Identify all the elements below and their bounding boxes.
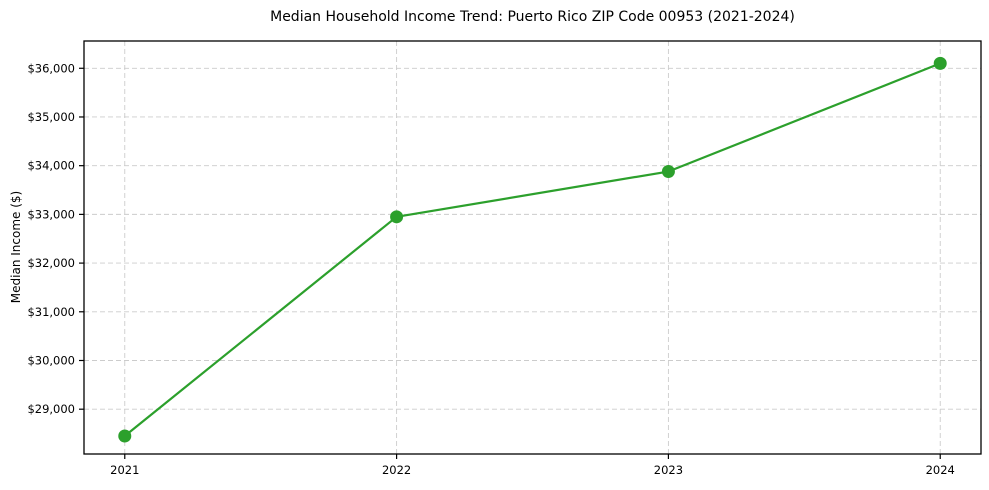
y-tick-label: $30,000 [27,353,75,367]
chart-title: Median Household Income Trend: Puerto Ri… [270,9,795,25]
x-tick-label: 2022 [382,463,411,477]
y-tick-label: $33,000 [27,207,75,221]
y-tick-label: $34,000 [27,159,75,173]
x-tick-label: 2023 [654,463,683,477]
x-tick-label: 2024 [926,463,955,477]
y-tick-label: $35,000 [27,110,75,124]
data-point-2021 [118,429,132,443]
y-tick-label: $32,000 [27,256,75,270]
data-point-2023 [661,165,675,179]
x-tick-label: 2021 [110,463,139,477]
y-tick-label: $29,000 [27,402,75,416]
y-tick-label: $31,000 [27,305,75,319]
trend-line [123,62,942,438]
y-tick-label: $36,000 [27,61,75,75]
data-point-2024 [933,56,947,70]
plot-border [83,40,982,455]
data-point-2022 [390,210,404,224]
